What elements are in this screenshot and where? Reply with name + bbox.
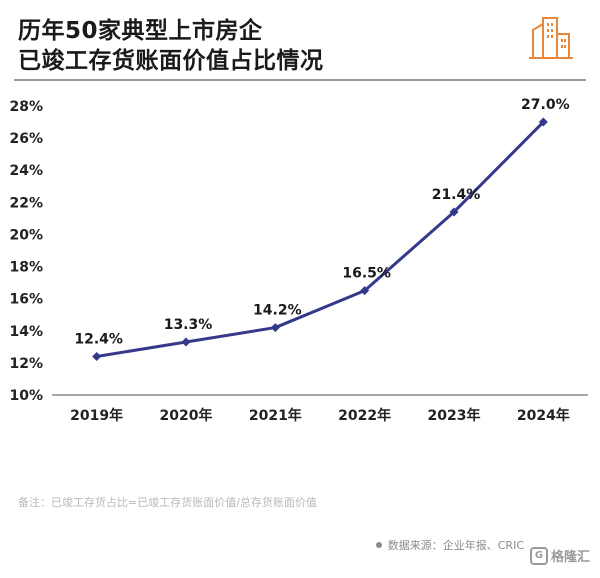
title-line-2: 已竣工存货账面价值占比情况 (18, 48, 324, 74)
title-line-1: 历年50家典型上市房企 (18, 18, 263, 44)
x-tick-label: 2020年 (160, 407, 213, 424)
data-label: 16.5% (342, 266, 391, 282)
footnote: 备注：已竣工存货占比=已竣工存货账面价值/总存货账面价值 (18, 496, 317, 509)
data-point (270, 323, 280, 333)
bullet-dot-icon (375, 542, 382, 548)
y-tick-label: 28% (9, 99, 43, 115)
y-tick-label: 12% (9, 356, 43, 372)
data-point (92, 351, 102, 361)
source-text: 数据来源：企业年报、CRIC (387, 539, 524, 552)
x-tick-label: 2023年 (428, 407, 481, 424)
brand-watermark: G 格隆汇 (529, 546, 590, 565)
brand-logo-icon: G (529, 546, 548, 565)
x-tick-label: 2019年 (70, 407, 123, 424)
y-tick-label: 22% (9, 195, 43, 211)
y-tick-label: 16% (9, 292, 43, 308)
x-tick-label: 2024年 (517, 407, 570, 424)
y-tick-label: 10% (9, 388, 43, 404)
source-line: 数据来源：企业年报、CRIC (375, 537, 524, 553)
data-label: 14.2% (253, 303, 302, 319)
data-point (538, 117, 548, 127)
buildings-icon (529, 17, 573, 59)
y-tick-label: 26% (9, 131, 43, 147)
data-label: 12.4% (74, 331, 123, 347)
title-divider (14, 79, 586, 81)
data-point (449, 207, 459, 217)
x-tick-label: 2022年 (338, 407, 391, 424)
data-label: 27.0% (521, 97, 570, 113)
data-point (360, 286, 370, 296)
line-chart: 10% 12% 14% 16% 18% 20% 22% 24% 26% 28% 2019年 2020年… (9, 97, 588, 424)
y-tick-label: 24% (9, 163, 43, 179)
data-label: 21.4% (432, 187, 481, 203)
y-tick-label: 20% (9, 227, 43, 243)
data-label: 13.3% (164, 317, 213, 333)
data-point (181, 337, 191, 347)
series-line (96, 120, 545, 358)
y-tick-label: 14% (9, 324, 43, 340)
chart-title: 历年50家典型上市房企 已竣工存货账面价值占比情况 (18, 16, 324, 76)
x-tick-label: 2021年 (249, 407, 302, 424)
y-tick-label: 18% (9, 260, 43, 276)
brand-text: 格隆汇 (550, 550, 590, 565)
